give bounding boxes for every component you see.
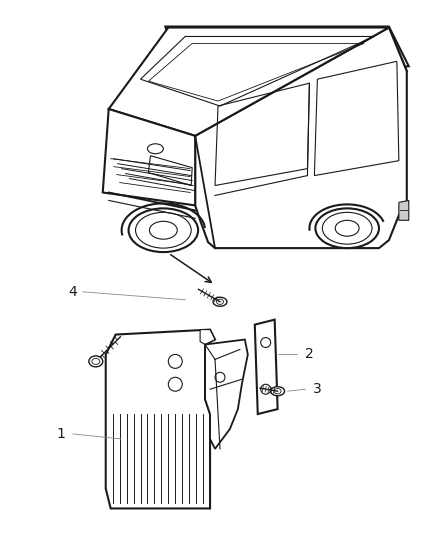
- Text: 4: 4: [69, 285, 78, 299]
- Polygon shape: [168, 28, 407, 89]
- Ellipse shape: [271, 386, 285, 395]
- Text: 2: 2: [305, 348, 314, 361]
- Ellipse shape: [135, 212, 191, 248]
- Text: 1: 1: [57, 427, 65, 441]
- Text: 3: 3: [313, 382, 322, 396]
- Ellipse shape: [213, 297, 227, 306]
- Polygon shape: [109, 28, 389, 136]
- Polygon shape: [165, 27, 409, 91]
- Polygon shape: [255, 320, 278, 414]
- Ellipse shape: [149, 221, 177, 239]
- Ellipse shape: [315, 208, 379, 248]
- Polygon shape: [103, 109, 195, 205]
- Ellipse shape: [129, 208, 198, 252]
- Polygon shape: [200, 329, 215, 344]
- Ellipse shape: [322, 212, 372, 244]
- Ellipse shape: [89, 356, 103, 367]
- Polygon shape: [106, 329, 215, 508]
- Polygon shape: [195, 28, 407, 248]
- Polygon shape: [399, 200, 409, 220]
- Polygon shape: [205, 340, 248, 449]
- Ellipse shape: [335, 220, 359, 236]
